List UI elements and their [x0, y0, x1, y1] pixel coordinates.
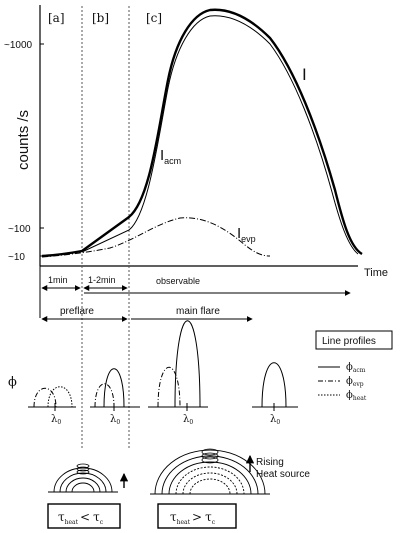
main-flare-label: main flare	[176, 306, 220, 317]
profile-d-lambda: λ0	[270, 414, 280, 426]
loop-right-arc-6	[189, 478, 231, 495]
loop-left: τheat < τc	[47, 463, 129, 529]
preflare-label: preflare	[60, 306, 94, 317]
heat-source-right-3	[201, 456, 219, 464]
profile-c: λ0	[148, 320, 208, 426]
profile-b-lambda: λ0	[110, 414, 120, 426]
profile-c-evp	[157, 366, 181, 408]
observable-label: observable	[156, 276, 200, 286]
profile-a-evp	[33, 387, 57, 408]
y-axis-label: counts /s	[15, 110, 32, 170]
time-label-1min: 1min	[48, 275, 68, 285]
phase-label-c: [c]	[146, 11, 162, 25]
label-evp-sub: evp	[241, 234, 256, 244]
label-acm-curve: Iacm	[160, 147, 181, 166]
phi-axis-label: ϕ	[8, 375, 17, 390]
heat-source-left-1	[76, 463, 90, 469]
legend-acm-label: ϕacm	[346, 362, 366, 374]
loop-schematics: τheat < τc Rising Heat source τheat > τc	[47, 448, 310, 529]
label-evp-curve: Ievp	[237, 225, 256, 244]
loop-right-arc-2	[161, 455, 259, 495]
heat-source-left-2	[76, 466, 90, 472]
profile-a-heat	[47, 386, 73, 408]
loop-left-arc-4	[71, 482, 95, 493]
curve-evp	[41, 217, 271, 258]
heat-source-left-3	[76, 469, 90, 475]
loop-right-arc-4	[175, 466, 245, 495]
loop-left-arc-1	[53, 467, 113, 493]
x-axis-label: Time	[364, 267, 388, 279]
time-label-1-2min: 1-2min	[88, 275, 116, 285]
legend-heat-label: ϕheat	[346, 390, 367, 402]
profile-d: λ0	[252, 362, 298, 426]
heat-source-right-1	[201, 448, 219, 456]
y-tick-label-1000: ~1000	[4, 40, 33, 51]
heat-source-right-2	[201, 452, 219, 460]
label-total-curve: I	[302, 65, 307, 84]
legend-title: Line profiles	[322, 336, 376, 347]
profile-c-lambda: λ0	[183, 414, 193, 426]
profiles-legend: Line profiles ϕacm ϕevp ϕheat	[315, 330, 393, 402]
label-acm-main: I	[160, 147, 164, 164]
tau-relation-left: τheat < τc	[58, 510, 104, 526]
profile-c-acm	[174, 320, 201, 408]
loop-right-arc-1	[154, 449, 266, 495]
timeline: 1min 1-2min observable preflare main fla…	[39, 266, 351, 322]
loop-right-arc-5	[182, 472, 238, 495]
profile-b: λ0	[90, 368, 140, 426]
profile-b-acm	[103, 368, 125, 408]
curve-total	[41, 8, 363, 258]
line-profiles: ϕ λ0 λ0 λ0 λ	[8, 320, 393, 426]
curve-acm	[81, 15, 359, 255]
profile-a: λ0	[28, 386, 76, 426]
label-evp-main: I	[237, 225, 241, 242]
tau-box-left	[47, 503, 121, 529]
y-tick-label-10: ~10	[8, 252, 25, 263]
light-curve-chart: ~1000 ~100 ~10 counts /s Time [a] [b] [c…	[4, 5, 388, 450]
profile-a-lambda: λ0	[51, 414, 61, 426]
loop-left-arc-2	[59, 472, 107, 493]
y-tick-label-100: ~100	[8, 224, 31, 235]
phase-label-a: [a]	[48, 11, 65, 25]
loop-left-arc-3	[65, 477, 101, 493]
profile-b-evp	[94, 383, 115, 408]
legend-evp-label: ϕevp	[346, 376, 364, 388]
tau-box-right	[157, 503, 237, 529]
profile-d-acm	[261, 362, 287, 408]
phase-label-b: [b]	[92, 11, 109, 25]
rising-label: Rising	[256, 457, 284, 468]
label-acm-sub: acm	[164, 156, 181, 166]
loop-right: Rising Heat source τheat > τc	[150, 448, 310, 529]
heat-source-label: Heat source	[256, 469, 310, 480]
loop-right-arc-3	[168, 461, 252, 495]
tau-relation-right: τheat > τc	[170, 510, 216, 526]
legend-title-box	[315, 330, 393, 350]
